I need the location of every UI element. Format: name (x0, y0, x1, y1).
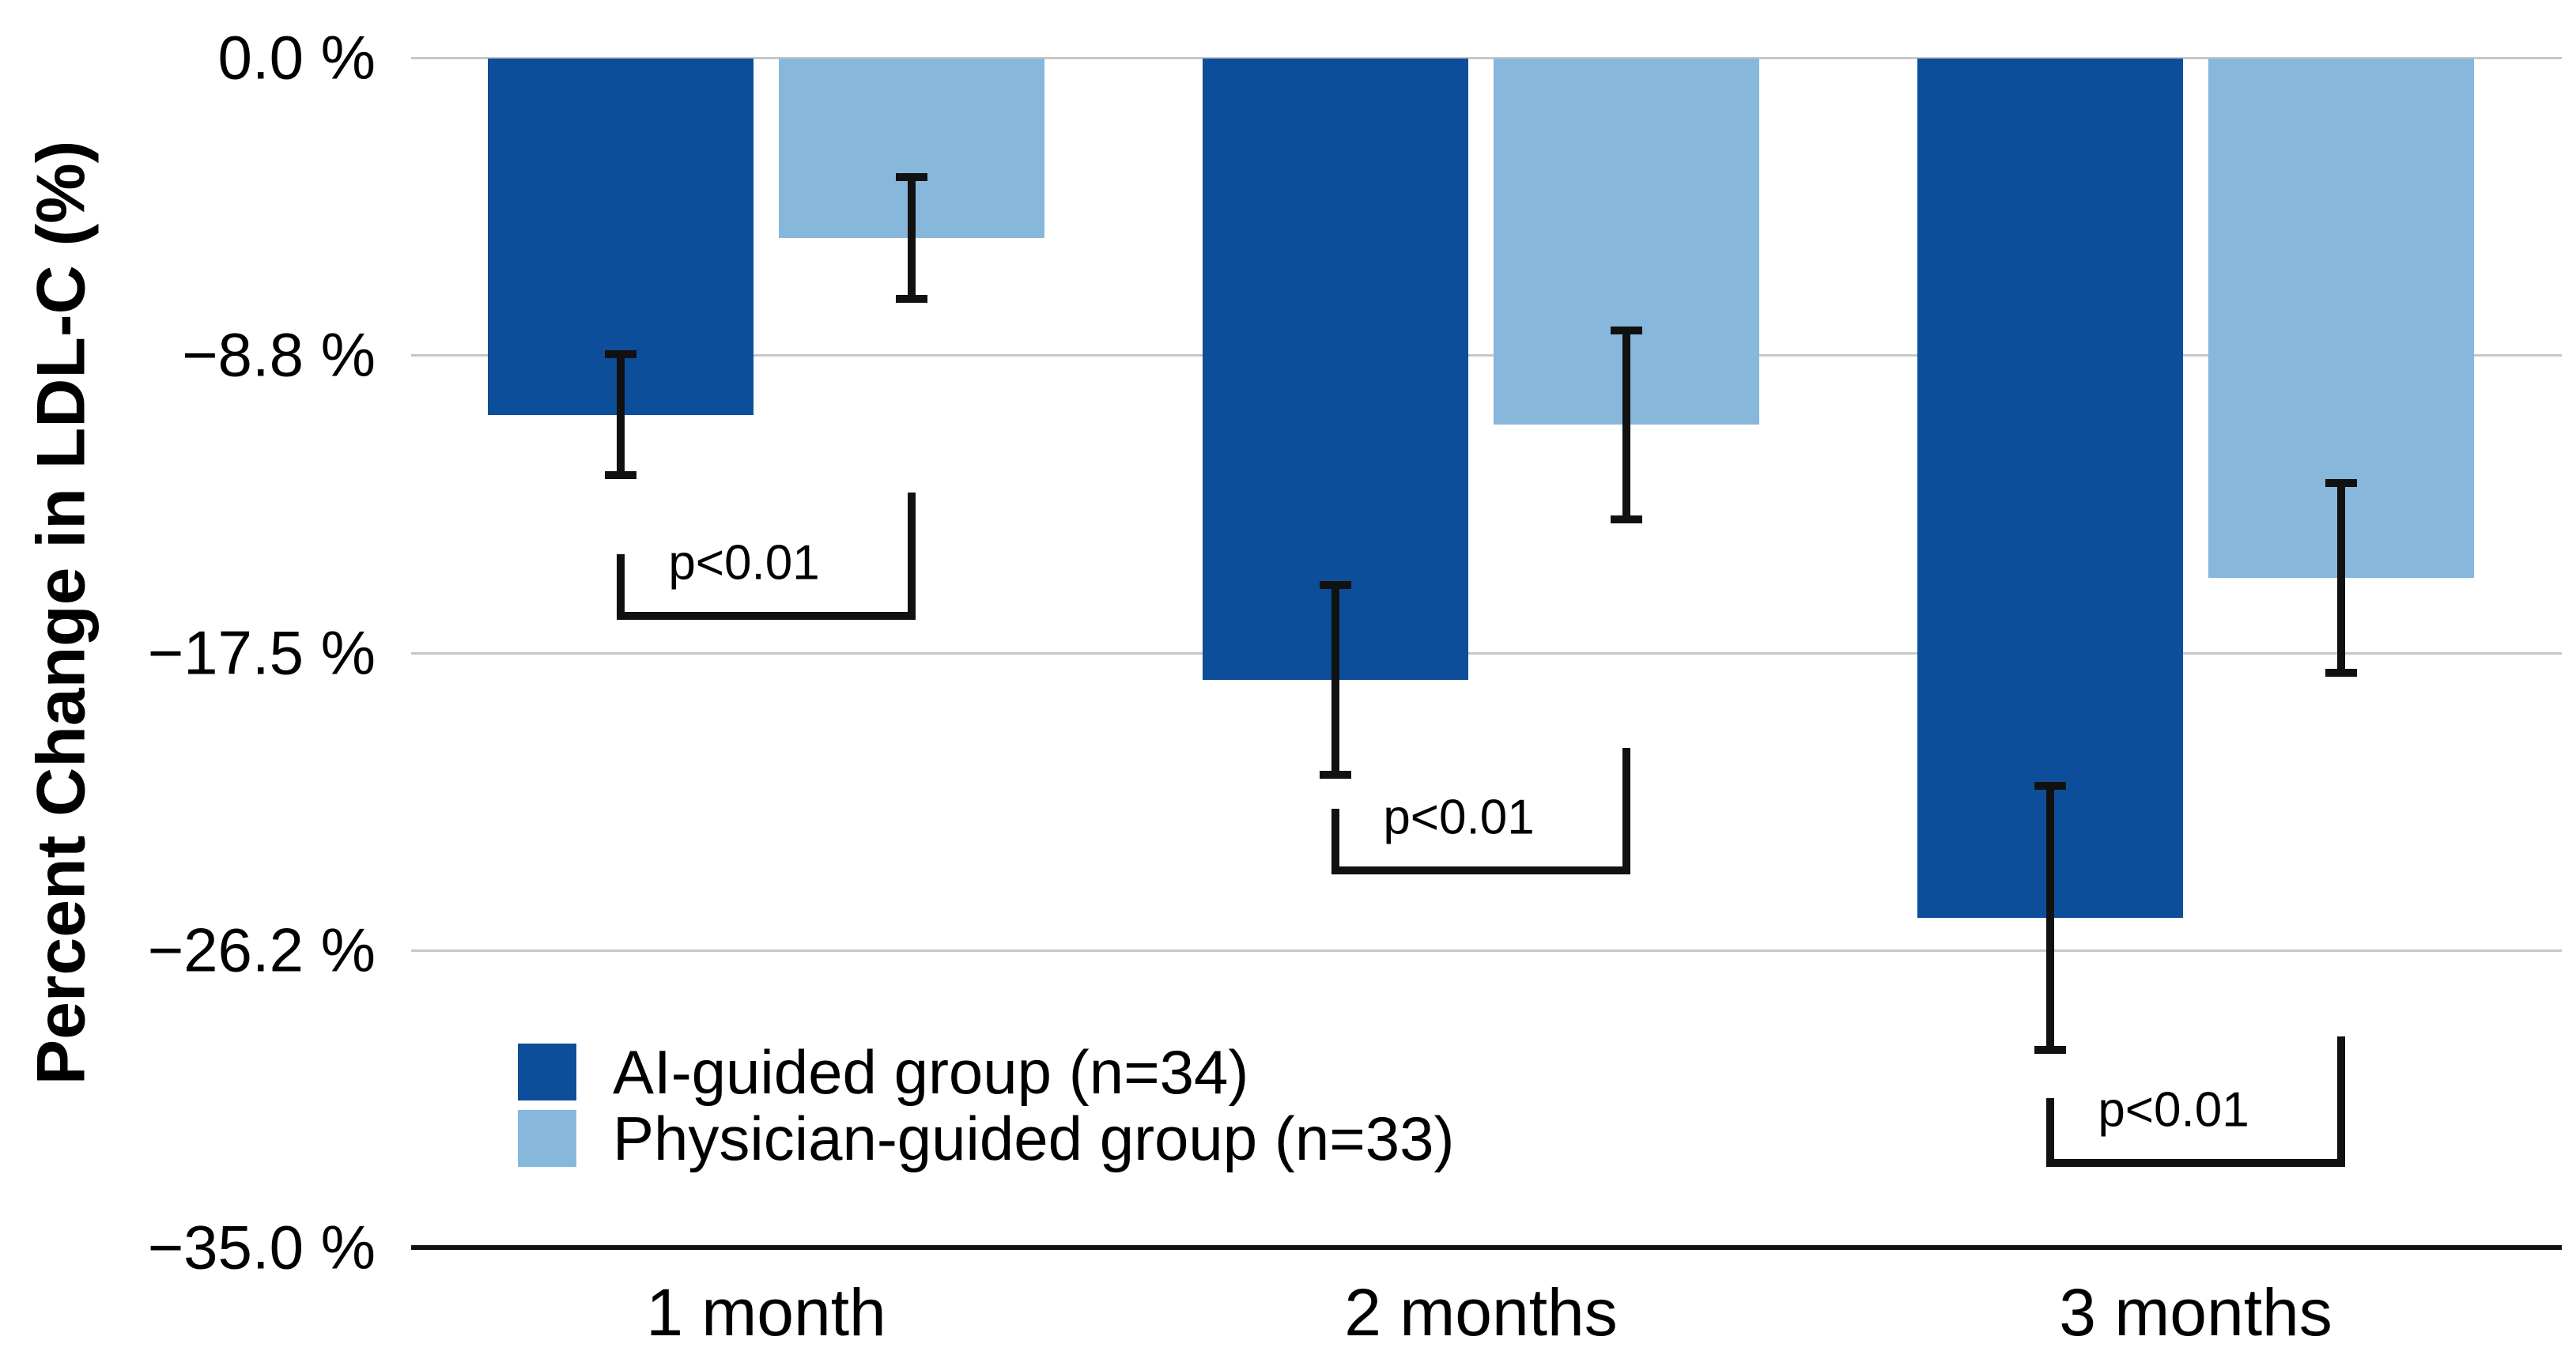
ai-guided-bar-2-months (1203, 59, 1468, 680)
significance-bracket-left-tick (2046, 1097, 2054, 1160)
error-bar (1611, 326, 1642, 524)
y-tick-label: −17.5 % (147, 617, 376, 687)
x-axis-line (411, 1245, 2562, 1250)
legend-swatch-physician-guided (518, 1110, 576, 1167)
error-bar-line (908, 173, 916, 303)
y-tick-label: −26.2 % (147, 915, 376, 985)
significance-bracket-bar (1331, 866, 1630, 875)
ai-guided-bar-3-months (1917, 59, 2183, 918)
error-bar (2325, 479, 2357, 677)
error-bar-line (617, 349, 625, 480)
significance-bracket-right-tick (1622, 747, 1630, 867)
legend-label-physician-guided: Physician-guided group (n=33) (613, 1104, 1455, 1173)
error-bar (605, 349, 636, 480)
p-value-label: p<0.01 (1383, 790, 1535, 845)
significance-bracket-right-tick (908, 493, 916, 612)
significance-bracket-bar (2046, 1159, 2345, 1168)
significance-bracket-left-tick (1331, 809, 1339, 867)
significance-bracket-right-tick (2337, 1036, 2345, 1160)
error-bar (896, 173, 927, 303)
gridline (411, 354, 2562, 357)
y-tick-label: −8.8 % (181, 319, 376, 390)
x-axis-label: 1 month (646, 1275, 886, 1350)
error-bar-line (1331, 581, 1339, 779)
gridline (411, 57, 2562, 59)
significance-bracket-bar (617, 611, 916, 620)
gridline (411, 949, 2562, 952)
error-bar-line (2046, 781, 2054, 1054)
error-bar-line (1622, 326, 1630, 524)
y-tick-label: −35.0 % (147, 1212, 376, 1282)
x-axis-label: 3 months (2059, 1275, 2332, 1350)
gridline (411, 651, 2562, 655)
error-bar (2034, 781, 2066, 1054)
y-tick-label: 0.0 % (217, 22, 376, 92)
p-value-label: p<0.01 (668, 535, 820, 591)
significance-bracket-left-tick (617, 553, 625, 612)
legend-label-ai-guided: AI-guided group (n=34) (613, 1037, 1249, 1107)
legend-swatch-ai-guided (518, 1044, 576, 1100)
p-value-label: p<0.01 (2098, 1082, 2249, 1138)
error-bar-line (2337, 479, 2345, 677)
error-bar (1320, 581, 1351, 779)
x-axis-label: 2 months (1344, 1275, 1618, 1350)
